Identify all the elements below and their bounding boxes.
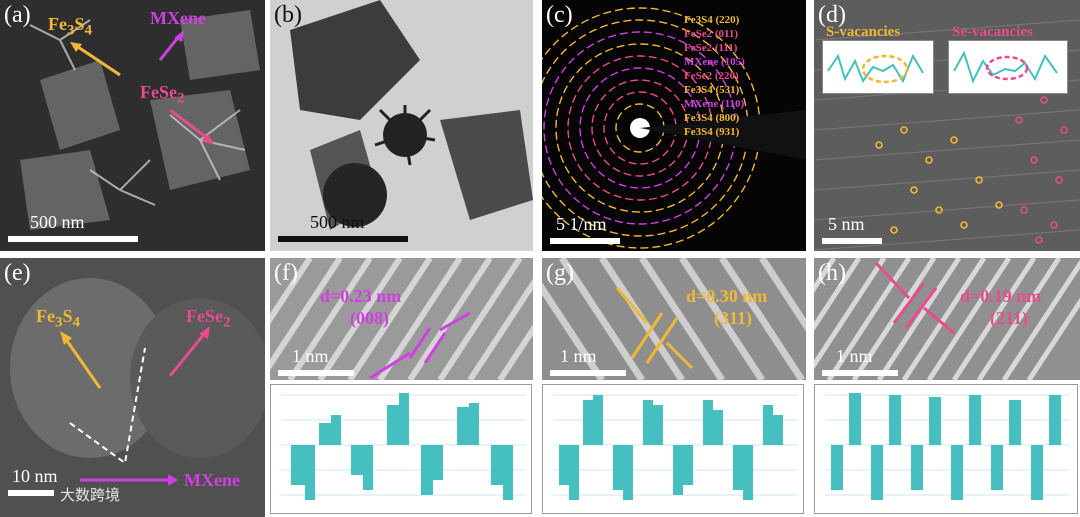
scale-bar — [8, 490, 54, 496]
scale-bar — [8, 236, 138, 242]
scale-bar-label: 1 nm — [292, 346, 329, 366]
panel-a-sem-image: (a) Fe3S4 MXene FeSe2 500 nm — [0, 0, 265, 251]
panel-e-hrtem-interface: Fe3S4 FeSe2 MXene (e) 10 nm 大数跨境 — [0, 258, 265, 517]
ring-label-4: MXene (105) — [684, 56, 745, 68]
sem-texture — [0, 0, 265, 251]
panel-c-diffraction-pattern: Fe3S4 (220) FeSe2 (011) FeSe2 (111) MXen… — [542, 0, 806, 251]
ring-label-1: Fe3S4 (220) — [684, 14, 740, 26]
s-vacancy-inset — [822, 40, 934, 94]
scale-bar — [822, 370, 898, 376]
ring-label-7: MXene (110) — [684, 98, 745, 110]
hkl-label: (311) — [714, 308, 752, 328]
panel-letter: (f) — [274, 260, 298, 286]
fe3s4-label: Fe3S4 — [36, 306, 80, 331]
scale-bar — [822, 238, 882, 244]
scale-bar-label: 5 1/nm — [556, 214, 607, 234]
panel-letter: (c) — [546, 2, 573, 28]
intensity-profile-chart — [270, 384, 532, 514]
profile-bars — [825, 393, 1070, 500]
scale-bar — [278, 370, 354, 376]
panel-letter: (d) — [818, 2, 846, 28]
panel-letter: (h) — [818, 260, 846, 286]
d-spacing-label: d=0.30 nm — [686, 286, 768, 306]
panel-letter: (e) — [4, 260, 31, 286]
panel-d-hrtem-vacancies: S-vacancies Se-vacancies (d) 5 nm — [814, 0, 1080, 251]
scale-bar-label: 1 nm — [560, 346, 597, 366]
profile-bars — [281, 393, 526, 500]
ring-label-6: Fe3S4 (531) — [684, 84, 740, 96]
scale-bar-label: 10 nm — [12, 466, 58, 486]
fft-lattice — [542, 258, 806, 380]
interface-texture — [0, 258, 265, 517]
fese2-label: FeSe2 — [140, 82, 185, 107]
panel-g-lattice-fringes: d=0.30 nm (311) (g) 1 nm — [542, 258, 806, 517]
d-spacing-label: d=0.19 nm — [960, 286, 1042, 306]
scale-bar — [550, 370, 626, 376]
watermark: 大数跨境 — [60, 486, 121, 504]
ring-label-3: FeSe2 (111) — [684, 42, 738, 54]
ring-label-2: FeSe2 (011) — [684, 28, 739, 40]
fft-lattice — [270, 258, 533, 380]
panel-letter: (a) — [4, 2, 31, 28]
ring-label-5: FeSe2 (220) — [684, 70, 739, 82]
se-vacancy-inset — [948, 40, 1068, 94]
fese2-label: FeSe2 — [186, 306, 231, 331]
panel-b-tem-image: (b) 500 nm — [270, 0, 533, 251]
scale-bar-label: 1 nm — [836, 346, 873, 366]
fe3s4-label: Fe3S4 — [48, 14, 92, 39]
intensity-profile-chart — [542, 384, 804, 514]
s-vacancy-profile — [827, 53, 924, 84]
fft-lattice — [814, 258, 1080, 380]
ring-label-8: Fe3S4 (800) — [684, 112, 740, 124]
mxene-label: MXene — [150, 8, 206, 28]
panel-letter: (g) — [546, 260, 574, 286]
fese2-arrow — [169, 108, 211, 142]
panel-f-lattice-fringes: d=0.23 nm (008) (f) 1 nm — [270, 258, 533, 517]
scale-bar-label: 5 nm — [828, 214, 865, 234]
scale-bar-label: 500 nm — [310, 212, 365, 232]
s-vacancies-label: S-vacancies — [826, 24, 901, 40]
diffraction-rings — [542, 7, 806, 249]
ring-label-9: Fe3S4 (931) — [684, 126, 740, 138]
intensity-profile-chart — [814, 384, 1078, 514]
mxene-label: MXene — [184, 470, 240, 490]
scale-bar-label: 500 nm — [30, 212, 85, 232]
profile-bars — [553, 394, 798, 500]
scale-bar — [550, 238, 620, 244]
se-vacancies-label: Se-vacancies — [952, 24, 1033, 40]
panel-letter: (b) — [274, 2, 302, 28]
tem-texture — [270, 0, 533, 251]
hkl-label: (008) — [350, 308, 389, 328]
se-vacancy-profile — [953, 50, 1058, 84]
hkl-label: (211) — [990, 308, 1028, 328]
fe3s4-arrow — [74, 43, 121, 77]
d-spacing-label: d=0.23 nm — [320, 286, 402, 306]
scale-bar — [278, 236, 408, 242]
panel-h-lattice-fringes: d=0.19 nm (211) (h) 1 nm — [814, 258, 1080, 517]
